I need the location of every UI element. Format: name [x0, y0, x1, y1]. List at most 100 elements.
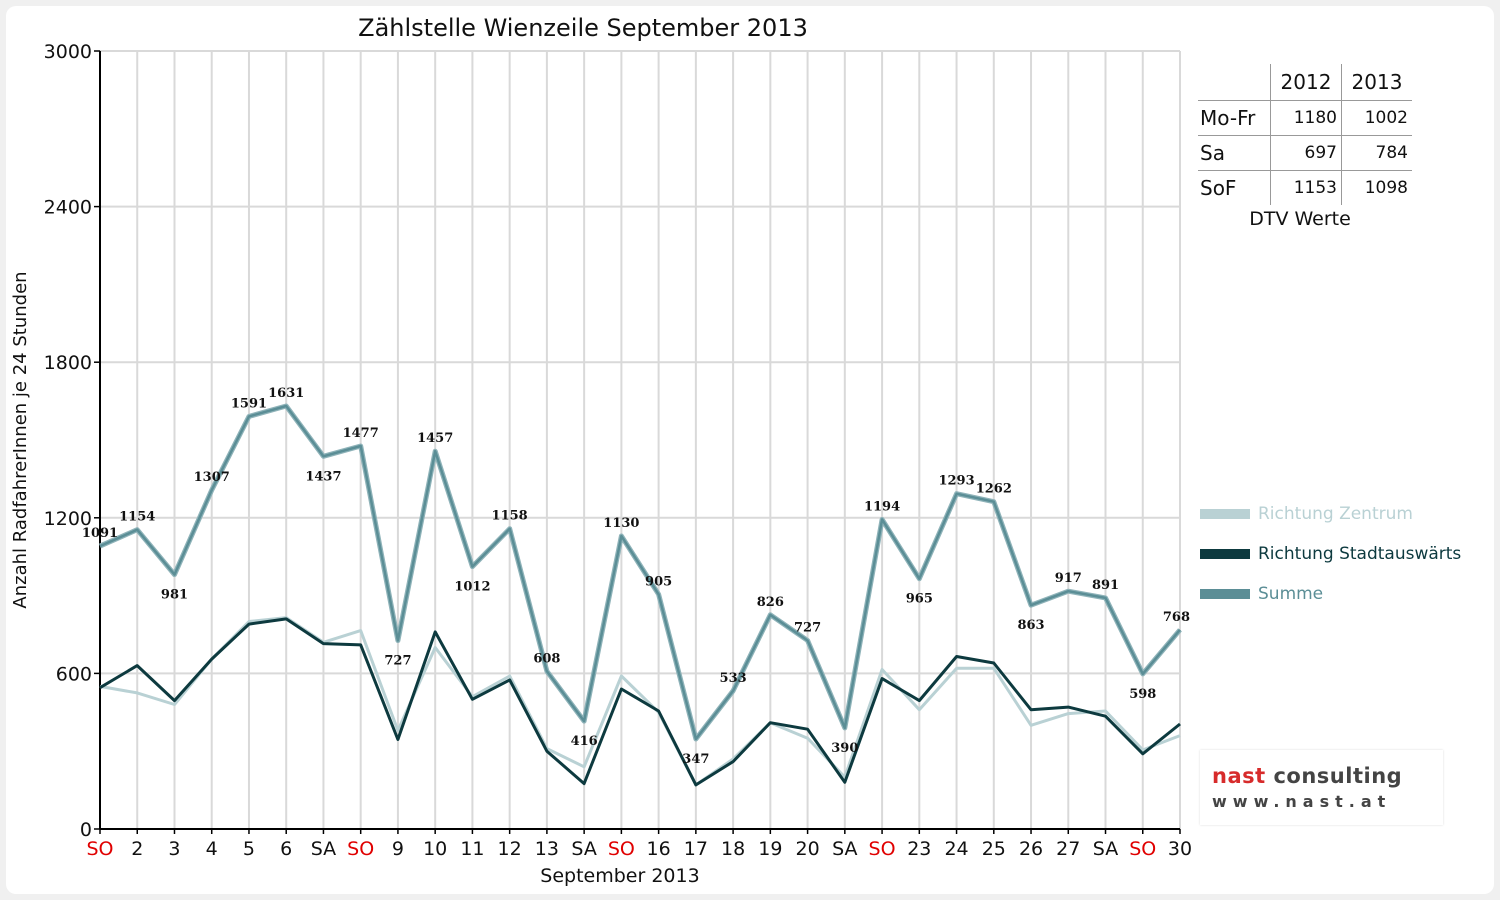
dtv-row-label: Sa — [1198, 135, 1271, 171]
x-tick-label: 19 — [758, 838, 782, 860]
data-label: 416 — [571, 734, 598, 749]
logo-word-nast: nast — [1212, 764, 1266, 788]
x-tick-label: 10 — [423, 838, 447, 860]
data-label: 1437 — [305, 469, 341, 484]
legend-label: Summe — [1258, 584, 1324, 604]
data-label: 1293 — [938, 474, 974, 489]
dtv-header-row: 2012 2013 — [1198, 64, 1412, 101]
x-tick-label: SO — [86, 838, 113, 860]
x-tick-label: SA — [311, 838, 336, 860]
data-label: 1158 — [492, 509, 528, 524]
x-tick-label: 12 — [498, 838, 522, 860]
dtv-value: 1098 — [1341, 170, 1412, 205]
data-label: 768 — [1163, 610, 1190, 625]
y-tick-label: 2400 — [44, 197, 92, 219]
x-tick-label: SA — [571, 838, 596, 860]
x-tick-label: 4 — [206, 838, 218, 860]
x-tick-label: SA — [832, 838, 857, 860]
x-axis-label: September 2013 — [540, 865, 699, 887]
series-layer — [98, 403, 1182, 787]
legend-item-summe: Summe — [1200, 574, 1461, 614]
dtv-year-2013: 2013 — [1341, 64, 1412, 101]
legend-swatch — [1200, 549, 1250, 559]
data-label: 1262 — [976, 482, 1012, 497]
dtv-value: 784 — [1341, 135, 1412, 171]
logo-url: www.nast.at — [1212, 792, 1392, 811]
data-label: 727 — [794, 620, 821, 635]
legend-label: Richtung Zentrum — [1258, 504, 1413, 524]
dtv-value: 1180 — [1270, 100, 1342, 136]
x-tick-label: 26 — [1019, 838, 1043, 860]
legend-item-stadtauswaerts: Richtung Stadtauswärts — [1200, 534, 1461, 574]
dtv-corner — [1198, 64, 1271, 101]
x-tick-label: 2 — [131, 838, 143, 860]
legend: Richtung Zentrum Richtung Stadtauswärts … — [1200, 494, 1461, 614]
series-line-richtung-stadtausw-rts — [99, 617, 1181, 787]
y-tick-label: 1200 — [44, 508, 92, 530]
dtv-table: 2012 2013 Mo-Fr 1180 1002 Sa 697 784 SoF… — [1198, 64, 1412, 205]
x-tick-label: 9 — [392, 838, 404, 860]
x-tick-label: 5 — [243, 838, 255, 860]
data-label: 917 — [1055, 571, 1082, 586]
y-tick-label: 0 — [80, 819, 92, 841]
data-label: 1154 — [119, 510, 155, 525]
x-tick-label: SO — [347, 838, 374, 860]
x-tick-label: 13 — [535, 838, 559, 860]
x-tick-label: 24 — [944, 838, 968, 860]
chart-title: Zählstelle Wienzeile September 2013 — [358, 14, 808, 42]
data-label: 863 — [1017, 618, 1044, 633]
nast-consulting-logo: nast consulting www.nast.at — [1200, 750, 1443, 825]
data-label: 1194 — [864, 499, 900, 514]
data-label: 1091 — [82, 526, 118, 541]
x-tick-label: SO — [608, 838, 635, 860]
x-tick-label: 6 — [280, 838, 292, 860]
x-tick-label: SA — [1093, 838, 1118, 860]
y-axis-label: Anzahl RadfahrerInnen je 24 Stunden — [10, 271, 31, 608]
x-tick-label: 17 — [684, 838, 708, 860]
x-tick-label: 11 — [460, 838, 484, 860]
series-line-richtung-zentrum — [99, 616, 1181, 787]
x-tick-label: 25 — [982, 838, 1006, 860]
legend-label: Richtung Stadtauswärts — [1258, 544, 1462, 564]
data-label: 826 — [757, 595, 784, 610]
dtv-caption: DTV Werte — [1249, 208, 1351, 230]
dtv-row-sa: Sa 697 784 — [1198, 135, 1412, 171]
data-label: 1012 — [454, 580, 490, 595]
dtv-row-label: Mo-Fr — [1198, 100, 1271, 136]
data-label: 891 — [1092, 578, 1119, 593]
grid — [100, 50, 1181, 829]
dtv-year-2012: 2012 — [1270, 64, 1342, 101]
legend-item-zentrum: Richtung Zentrum — [1200, 494, 1461, 534]
logo-word-consulting: consulting — [1265, 764, 1403, 788]
x-tick-label: SO — [1129, 838, 1156, 860]
x-tick-label: SO — [869, 838, 896, 860]
dtv-row-label: SoF — [1200, 176, 1237, 200]
data-label: 981 — [161, 588, 188, 603]
x-tick-label: 30 — [1168, 838, 1192, 860]
data-label: 965 — [906, 592, 933, 607]
data-label: 1307 — [194, 470, 230, 485]
x-tick-label: 16 — [647, 838, 671, 860]
x-tick-label: 20 — [795, 838, 819, 860]
data-label: 1130 — [603, 516, 639, 531]
x-tick-label: 3 — [168, 838, 180, 860]
y-tick-label: 3000 — [44, 41, 92, 63]
y-tick-label: 1800 — [44, 352, 92, 374]
dtv-value: 1002 — [1341, 100, 1412, 136]
dtv-value: 697 — [1270, 135, 1342, 171]
data-label: 608 — [533, 651, 560, 666]
data-label: 1631 — [268, 386, 304, 401]
x-tick-label: 18 — [721, 838, 745, 860]
data-label: 1591 — [231, 396, 267, 411]
series-line-summe — [99, 404, 1181, 741]
data-label: 390 — [831, 741, 858, 756]
data-label: 727 — [384, 653, 411, 668]
data-label: 1477 — [343, 426, 379, 441]
data-label: 347 — [682, 752, 709, 767]
legend-swatch — [1200, 589, 1250, 599]
x-tick-label: 27 — [1056, 838, 1080, 860]
x-tick-label: 23 — [907, 838, 931, 860]
